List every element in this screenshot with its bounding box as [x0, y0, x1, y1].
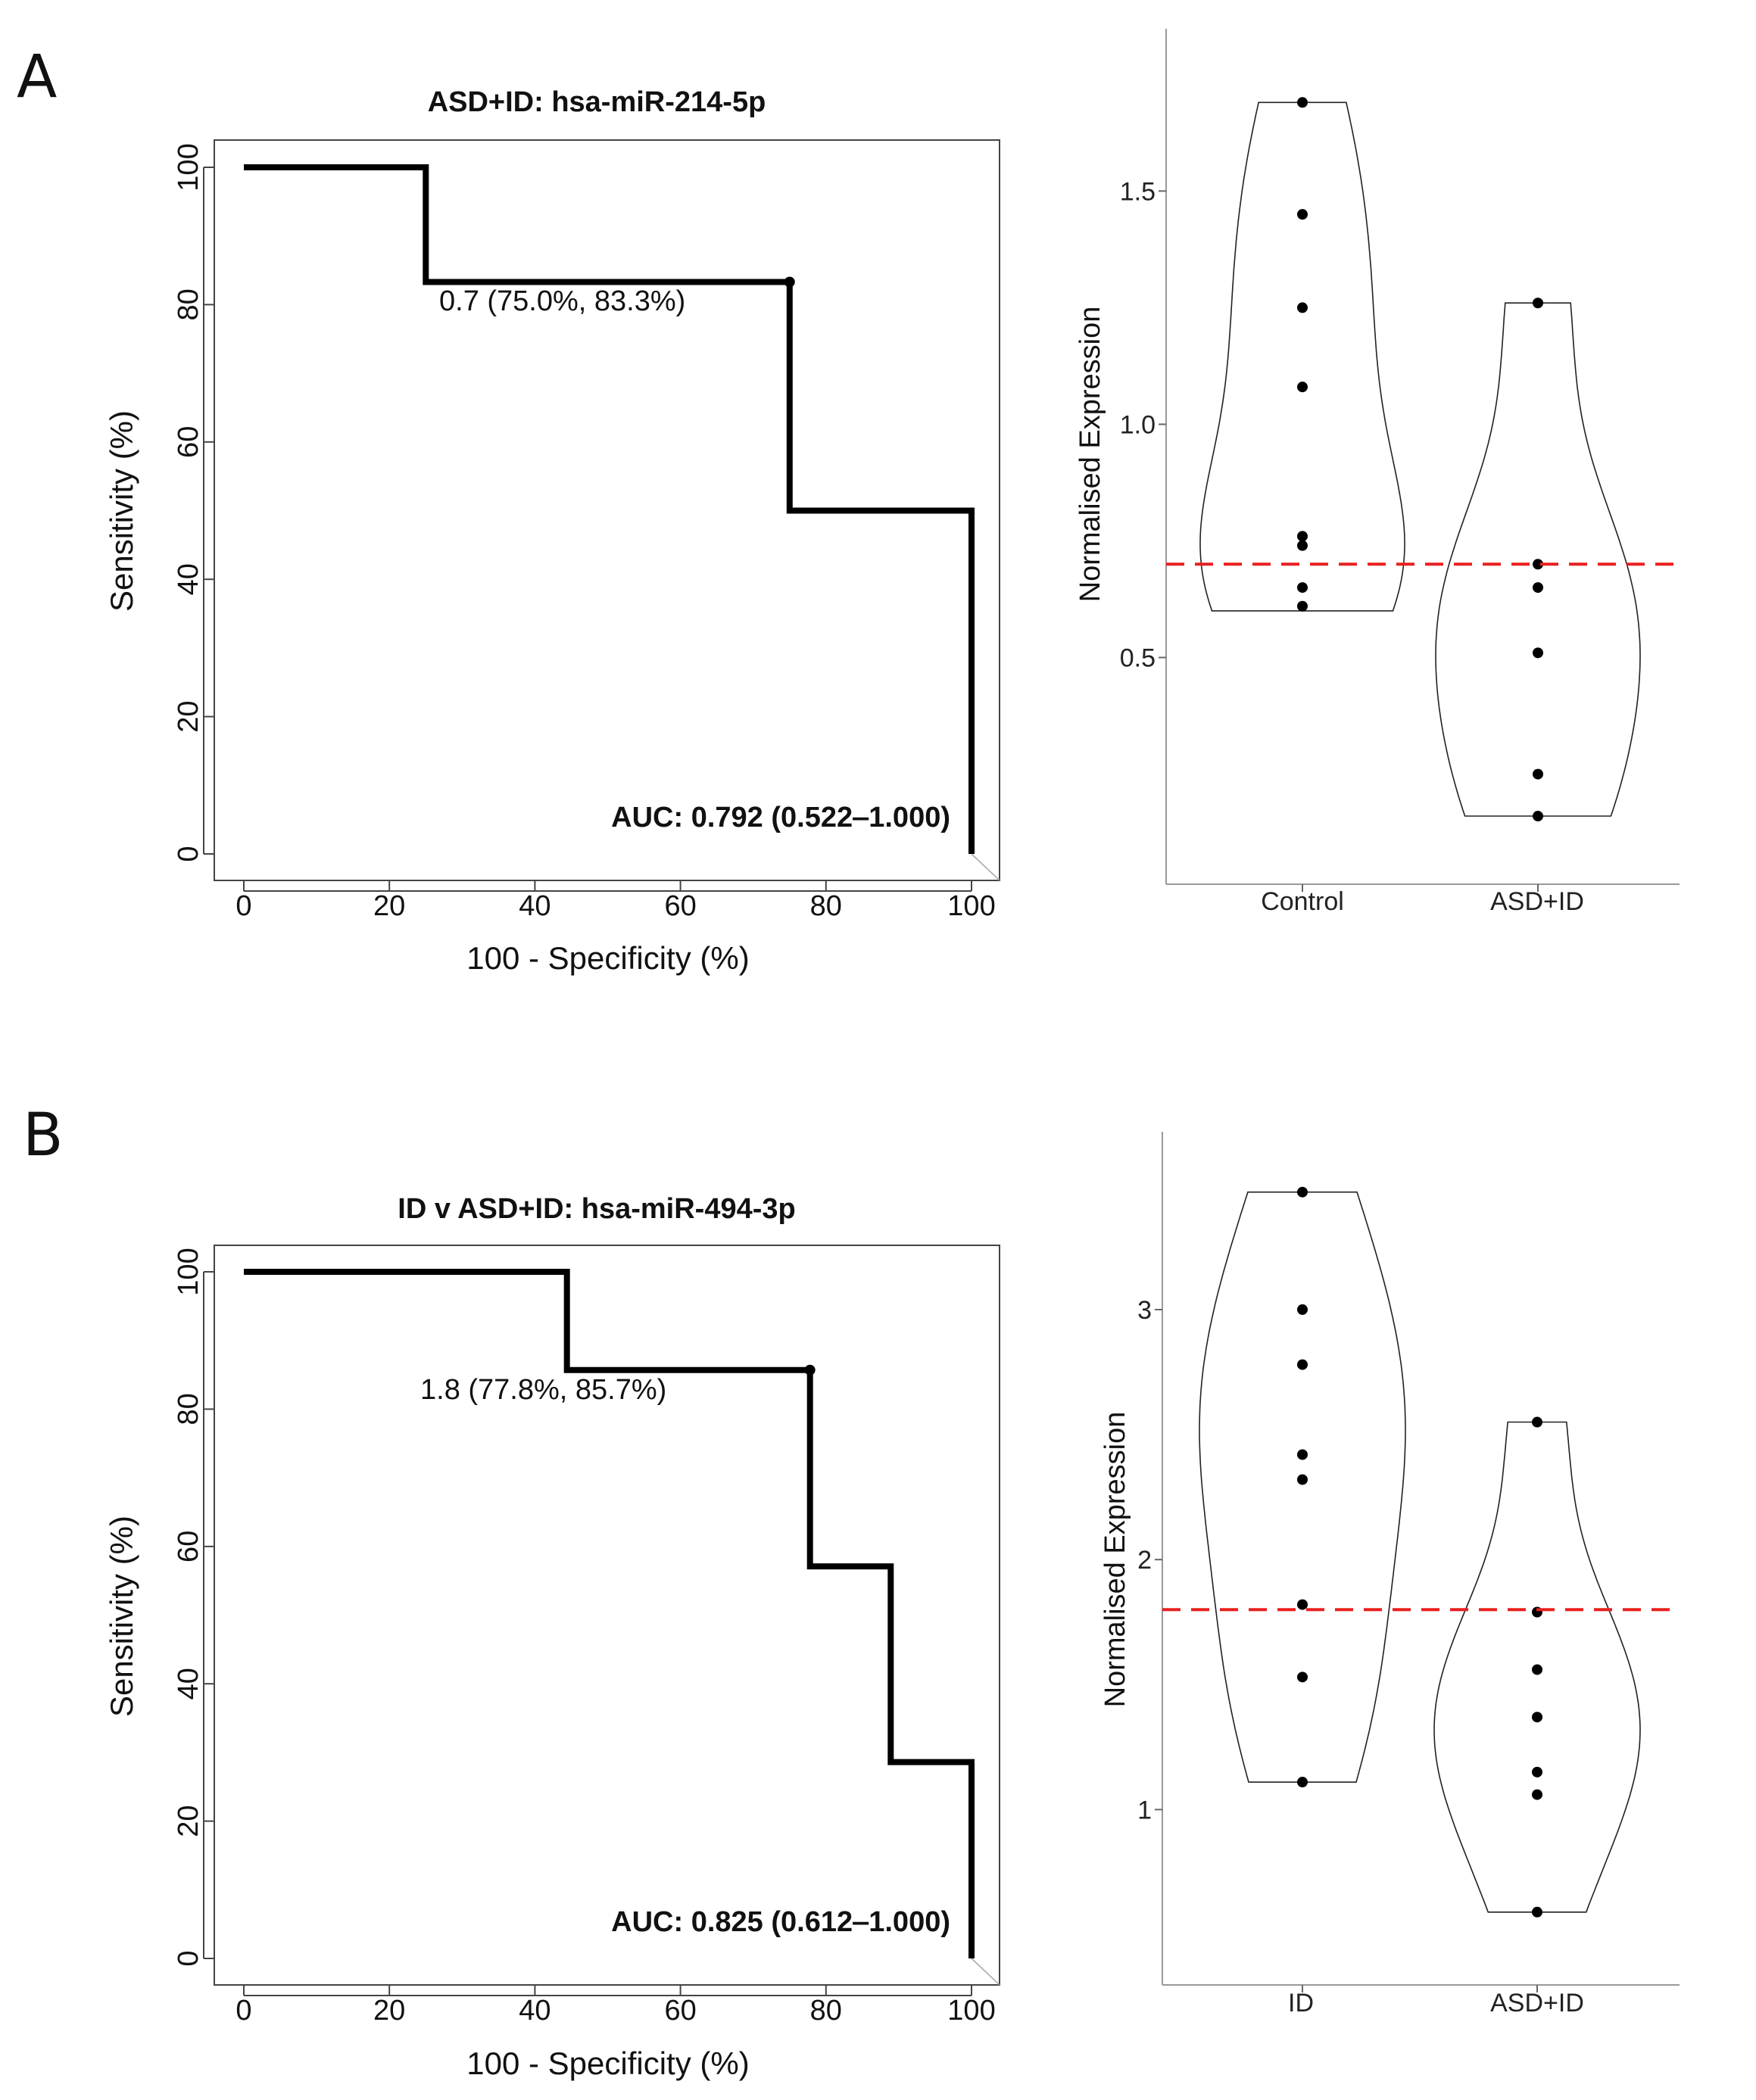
roc-b-y-tick-label: 60	[173, 1531, 204, 1563]
violin-b-data-point	[1532, 1789, 1542, 1800]
violin-b-data-point	[1297, 1449, 1308, 1460]
roc-a-y-tick-label: 100	[173, 143, 204, 191]
roc-b-x-tick-label: 20	[373, 1995, 405, 2027]
violin-chart-b: Normalised Expression ID ASD+ID 1 2 3	[1099, 1132, 1680, 2017]
violin-b-violin-2	[1433, 1421, 1641, 1913]
roc-a-x-tick-label: 20	[373, 890, 405, 922]
violin-a-group-label-control: Control	[1261, 887, 1344, 916]
roc-a-threshold-point	[784, 276, 795, 288]
violin-b-data-point	[1532, 1664, 1542, 1675]
roc-b-y-tick-label: 100	[173, 1248, 204, 1295]
violin-a-data-point	[1533, 298, 1543, 309]
violin-chart-a: Normalised Expression Control ASD+ID 0.5…	[1074, 29, 1680, 916]
violin-a-data-point	[1533, 582, 1543, 594]
roc-chart-a: ASD+ID: hsa-miR-214-5p 100 - Specificity…	[104, 86, 1000, 976]
roc-a-x-axis-label: 100 - Specificity (%)	[466, 940, 749, 976]
roc-a-x-tick-label: 0	[235, 890, 251, 922]
roc-b-y-tick-label: 20	[173, 1805, 204, 1837]
violin-b-data-point	[1297, 1359, 1308, 1370]
roc-a-y-tick-label: 80	[173, 288, 204, 320]
violin-b-data-point	[1297, 1599, 1308, 1610]
violin-b-data-point	[1297, 1304, 1308, 1315]
violin-a-y-tick-label: 0.5	[1120, 644, 1156, 673]
roc-a-x-tick-label: 80	[810, 890, 842, 922]
roc-a-auc-label: AUC: 0.792 (0.522‒1.000)	[611, 802, 950, 833]
roc-b-x-tick-label: 60	[664, 1995, 696, 2027]
roc-a-chance-diagonal	[971, 853, 1000, 881]
roc-b-x-tick-label: 40	[519, 1995, 551, 2027]
violin-b-y-tick-label: 1	[1137, 1796, 1152, 1824]
violin-a-data-point	[1533, 647, 1543, 659]
roc-b-auc-label: AUC: 0.825 (0.612‒1.000)	[611, 1906, 950, 1938]
roc-a-x-tick-label: 40	[519, 890, 551, 922]
roc-a-threshold-label: 0.7 (75.0%, 83.3%)	[439, 285, 685, 317]
violin-a-violin-2	[1435, 302, 1641, 817]
roc-b-roc-curve	[244, 1269, 975, 1958]
roc-b-x-tick-label: 0	[235, 1995, 251, 2027]
violin-b-violin-1	[1199, 1191, 1406, 1783]
violin-b-data-point	[1532, 1712, 1542, 1723]
violin-a-data-point	[1533, 768, 1543, 780]
violin-a-y-tick-label: 1.0	[1120, 410, 1156, 439]
violin-b-data-point	[1297, 1777, 1308, 1788]
violin-a-data-point	[1297, 302, 1308, 313]
roc-b-chance-diagonal	[971, 1958, 1000, 1986]
roc-a-y-tick-label: 60	[173, 426, 204, 458]
violin-a-y-tick-label: 1.5	[1120, 177, 1156, 206]
violin-a-data-point	[1297, 600, 1308, 612]
violin-b-group-label-id: ID	[1288, 1989, 1314, 2017]
roc-b-y-tick-label: 80	[173, 1393, 204, 1425]
violin-b-data-point	[1532, 1416, 1542, 1428]
violin-b-data-point	[1297, 1474, 1308, 1485]
roc-a-title: ASD+ID: hsa-miR-214-5p	[428, 86, 766, 118]
violin-b-data-point	[1532, 1906, 1542, 1918]
violin-a-group-label-asd-id: ASD+ID	[1490, 887, 1584, 916]
roc-b-threshold-point	[804, 1364, 816, 1376]
roc-chart-b: ID v ASD+ID: hsa-miR-494-3p 100 - Specif…	[104, 1193, 1000, 2081]
violin-a-data-point	[1297, 382, 1308, 393]
roc-a-y-tick-label: 40	[173, 563, 204, 595]
violin-a-data-point	[1533, 811, 1543, 822]
panel-letter-a: A	[17, 43, 57, 111]
roc-a-y-tick-label: 0	[173, 846, 204, 861]
violin-a-data-point	[1297, 582, 1308, 594]
roc-b-x-tick-label: 80	[810, 1995, 842, 2027]
roc-a-plot-frame	[214, 139, 1000, 881]
roc-b-x-axis-label: 100 - Specificity (%)	[466, 2045, 749, 2081]
violin-b-data-point	[1532, 1766, 1542, 1778]
violin-a-data-point	[1533, 559, 1543, 570]
roc-a-roc-curve	[244, 164, 975, 854]
violin-b-data-point	[1297, 1672, 1308, 1683]
roc-a-y-tick-label: 20	[173, 700, 204, 732]
roc-a-x-tick-label: 60	[664, 890, 696, 922]
panel-letter-b: B	[23, 1101, 64, 1170]
violin-a-data-point	[1297, 540, 1308, 551]
roc-b-x-tick-label: 100	[947, 1995, 995, 2027]
roc-b-threshold-label: 1.8 (77.8%, 85.7%)	[420, 1374, 666, 1406]
violin-a-violin-1	[1199, 101, 1405, 612]
violin-a-data-point	[1297, 531, 1308, 542]
violin-b-data-point	[1297, 1186, 1308, 1198]
violin-a-data-point	[1297, 209, 1308, 220]
violin-b-y-axis-label: Normalised Expression	[1099, 1412, 1131, 1708]
violin-b-y-tick-label: 2	[1137, 1546, 1152, 1575]
violin-a-data-point	[1297, 97, 1308, 108]
roc-a-x-tick-label: 100	[947, 890, 995, 922]
roc-b-y-axis-label: Sensitivity (%)	[104, 1516, 139, 1717]
roc-b-plot-frame	[214, 1245, 1000, 1986]
violin-b-group-label-asd-id: ASD+ID	[1490, 1989, 1584, 2017]
roc-b-title: ID v ASD+ID: hsa-miR-494-3p	[398, 1193, 795, 1225]
roc-a-y-axis-label: Sensitivity (%)	[104, 410, 139, 612]
roc-b-y-tick-label: 40	[173, 1668, 204, 1700]
roc-b-y-tick-label: 0	[173, 1950, 204, 1966]
violin-a-y-axis-label: Normalised Expression	[1074, 307, 1106, 603]
violin-b-y-tick-label: 3	[1137, 1296, 1152, 1325]
